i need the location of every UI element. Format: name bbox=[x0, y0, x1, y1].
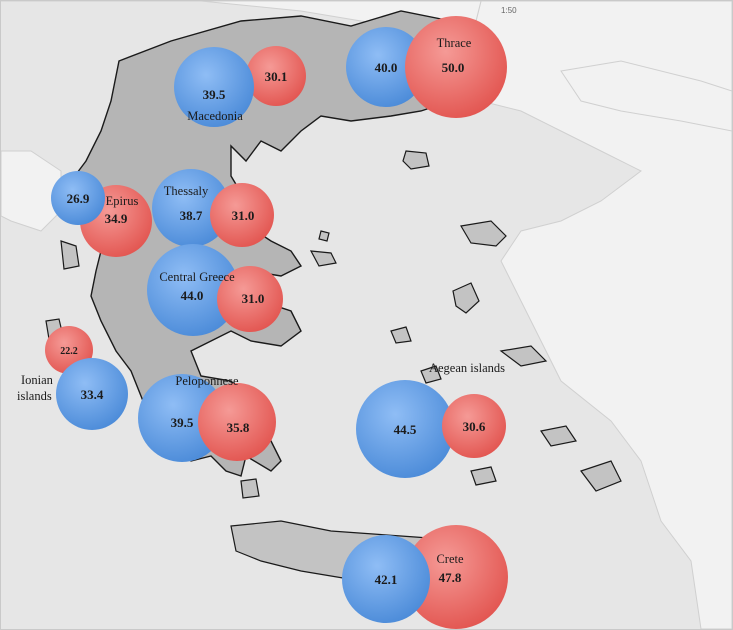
region-name-line1: Ionian bbox=[21, 373, 54, 387]
value-red: 22.2 bbox=[60, 346, 78, 357]
bubble-red bbox=[210, 183, 274, 247]
region-epirus[interactable]: 26.9 34.9 Epirus bbox=[51, 171, 152, 257]
value-red: 30.1 bbox=[265, 69, 288, 84]
value-blue: 40.0 bbox=[375, 60, 398, 75]
greek-mainland bbox=[70, 10, 482, 477]
value-blue: 39.5 bbox=[171, 415, 194, 430]
bubble-blue bbox=[342, 535, 430, 623]
value-red: 31.0 bbox=[232, 208, 255, 223]
bubble-blue bbox=[346, 27, 426, 107]
region-name: Epirus bbox=[106, 194, 139, 208]
region-name: Macedonia bbox=[187, 109, 243, 123]
bubble-blue bbox=[51, 171, 105, 225]
value-blue: 26.9 bbox=[67, 191, 90, 206]
bubble-red bbox=[217, 266, 283, 332]
region-aegean-islands[interactable]: 44.5 30.6 Aegean islands bbox=[356, 361, 506, 478]
bubble-red bbox=[442, 394, 506, 458]
bubble-red bbox=[198, 383, 276, 461]
value-red: 31.0 bbox=[242, 291, 265, 306]
bubble-blue bbox=[174, 47, 254, 127]
value-blue: 44.0 bbox=[181, 288, 204, 303]
value-red: 35.8 bbox=[227, 420, 250, 435]
value-red: 47.8 bbox=[439, 570, 462, 585]
region-name: Thessaly bbox=[164, 184, 209, 198]
region-name: Aegean islands bbox=[429, 361, 505, 375]
bubble-blue bbox=[356, 380, 454, 478]
region-name-line2: islands bbox=[17, 389, 52, 403]
bubble-red bbox=[405, 16, 507, 118]
region-name: Thrace bbox=[437, 36, 472, 50]
region-thrace[interactable]: 40.0 50.0 Thrace bbox=[346, 16, 507, 118]
bubble-blue bbox=[152, 169, 230, 247]
region-name: Central Greece bbox=[159, 270, 235, 284]
value-red: 34.9 bbox=[105, 211, 128, 226]
bubble-blue bbox=[56, 358, 128, 430]
value-blue: 42.1 bbox=[375, 572, 398, 587]
value-blue: 38.7 bbox=[180, 208, 203, 223]
bubble-red bbox=[246, 46, 306, 106]
region-thessaly[interactable]: 38.7 31.0 Thessaly bbox=[152, 169, 274, 247]
region-macedonia[interactable]: 30.1 39.5 Macedonia bbox=[174, 46, 306, 127]
value-red: 30.6 bbox=[463, 419, 486, 434]
scale-label: 1:50 bbox=[501, 6, 517, 15]
region-central-greece[interactable]: 44.0 31.0 Central Greece bbox=[147, 244, 283, 336]
bubble-red bbox=[404, 525, 508, 629]
region-crete[interactable]: 42.1 47.8 Crete bbox=[342, 525, 508, 629]
region-ionian-islands[interactable]: 22.2 33.4 Ionian islands bbox=[17, 326, 128, 430]
region-name: Crete bbox=[436, 552, 464, 566]
value-blue: 39.5 bbox=[203, 87, 226, 102]
value-blue: 44.5 bbox=[394, 422, 417, 437]
region-name: Peloponnese bbox=[175, 374, 239, 388]
value-blue: 33.4 bbox=[81, 387, 104, 402]
region-peloponnese[interactable]: 39.5 35.8 Peloponnese bbox=[138, 374, 276, 462]
value-red: 50.0 bbox=[442, 60, 465, 75]
bubble-blue bbox=[147, 244, 239, 336]
